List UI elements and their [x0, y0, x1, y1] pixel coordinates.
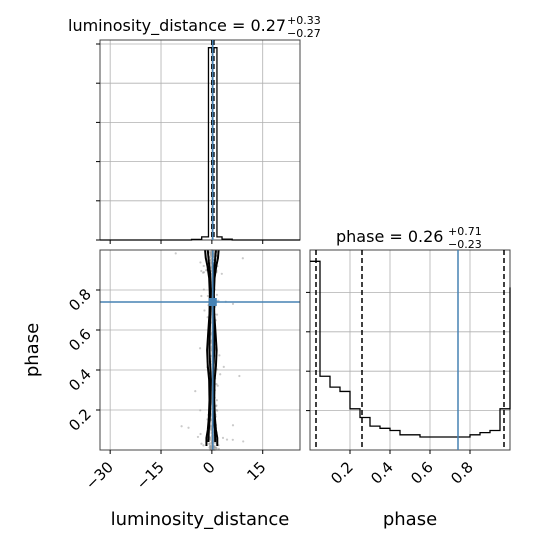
- scatter-sample-point: [180, 425, 183, 428]
- phase-histogram-frame: [309, 249, 511, 451]
- phase-x-tick-label: 0.4: [367, 458, 397, 488]
- luminosity-distance-title-minus: −0.27: [287, 27, 321, 40]
- scatter-sample-point: [198, 347, 202, 350]
- scatter-sample-point: [203, 309, 206, 312]
- scatter-sample-point: [202, 264, 205, 268]
- y-axis-label-phase: phase: [22, 323, 43, 377]
- scatter-sample-point: [225, 438, 229, 441]
- scatter-panel: −30 −15 0 15 0.2 0.4 0.6 0.8 luminosity_distan…: [22, 249, 301, 530]
- scatter-sample-point: [221, 436, 225, 439]
- scatter-sample-point: [215, 408, 218, 412]
- scatter-sample-point: [196, 435, 200, 439]
- scatter-sample-point: [220, 272, 223, 275]
- scatter-sample-point: [215, 293, 219, 296]
- scatter-sample-point: [199, 261, 202, 264]
- scatter-sample-point: [194, 390, 197, 393]
- scatter-sample-point: [222, 365, 225, 368]
- scatter-sample-point: [242, 440, 245, 443]
- scatter-sample-point: [219, 373, 222, 376]
- scatter-sample-point: [217, 447, 220, 450]
- scatter-sample-point: [215, 313, 219, 316]
- scatter-sample-point: [210, 447, 213, 450]
- scatter-sample-point: [231, 424, 235, 427]
- scatter-sample-point: [174, 252, 177, 255]
- scatter-sample-point: [214, 405, 218, 408]
- phase-x-tick-label: 0.8: [447, 458, 477, 488]
- scatter-sample-point: [206, 316, 209, 319]
- scatter-sample-point: [241, 257, 244, 260]
- scatter-y-tick-label: 0.8: [65, 285, 95, 315]
- scatter-sample-point: [200, 269, 203, 273]
- scatter-x-tick-label: 0: [199, 458, 218, 477]
- ld-histogram-step: [100, 47, 300, 241]
- scatter-sample-point: [231, 438, 234, 441]
- luminosity-distance-histogram-frame: [99, 39, 301, 241]
- luminosity-distance-title: luminosity_distance = 0.27: [68, 16, 286, 36]
- phase-title-plus: +0.71: [448, 225, 482, 238]
- scatter-sample-point: [238, 374, 241, 378]
- scatter-y-tick-label: 0.6: [65, 325, 95, 355]
- phase-histogram-panel: 0.2 0.4 0.6 0.8 phase = 0.26 +0.71 −0.23 ph…: [306, 225, 511, 530]
- x-axis-label-luminosity-distance: luminosity_distance: [111, 509, 290, 530]
- scatter-sample-point: [201, 271, 205, 274]
- scatter-contour-line: [204, 249, 211, 446]
- phase-title-minus: −0.23: [448, 238, 482, 251]
- phase-histogram-step: [310, 260, 511, 438]
- scatter-x-tick-label: −15: [133, 458, 168, 493]
- scatter-sample-point: [206, 294, 209, 298]
- scatter-truth-marker: [208, 298, 217, 306]
- scatter-y-tick-label: 0.2: [65, 405, 95, 435]
- luminosity-distance-histogram-panel: luminosity_distance = 0.27 +0.33 −0.27: [68, 14, 321, 244]
- scatter-sample-point: [200, 442, 203, 445]
- scatter-sample-point: [210, 341, 213, 344]
- phase-title: phase = 0.26: [336, 227, 443, 246]
- x-axis-label-phase: phase: [383, 509, 437, 530]
- scatter-sample-point: [202, 444, 205, 447]
- scatter-sample-point: [215, 399, 218, 402]
- scatter-sample-point: [199, 432, 202, 436]
- scatter-sample-point: [205, 269, 208, 272]
- scatter-sample-point: [208, 444, 212, 448]
- scatter-sample-point: [199, 409, 202, 412]
- scatter-frame: [99, 249, 301, 451]
- scatter-contour-line: [211, 249, 217, 443]
- scatter-sample-point: [200, 294, 203, 298]
- scatter-sample-point: [215, 383, 218, 386]
- scatter-contour-line: [212, 249, 220, 446]
- scatter-sample-point: [216, 384, 219, 387]
- scatter-sample-point: [210, 252, 213, 256]
- scatter-sample-point: [231, 302, 235, 305]
- phase-x-tick-label: 0.2: [327, 458, 357, 488]
- scatter-sample-point: [218, 354, 221, 357]
- scatter-y-tick-label: 0.4: [65, 365, 95, 395]
- luminosity-distance-title-plus: +0.33: [287, 14, 321, 27]
- scatter-x-tick-label: −30: [82, 458, 117, 493]
- scatter-sample-point: [209, 438, 212, 441]
- scatter-contour-line: [206, 249, 212, 443]
- phase-x-tick-label: 0.6: [407, 458, 437, 488]
- scatter-sample-point: [187, 426, 190, 429]
- scatter-sample-point: [202, 288, 205, 291]
- scatter-sample-point: [215, 446, 218, 449]
- scatter-x-tick-label: 15: [243, 458, 269, 484]
- scatter-sample-point: [208, 442, 211, 445]
- scatter-sample-point: [210, 266, 213, 269]
